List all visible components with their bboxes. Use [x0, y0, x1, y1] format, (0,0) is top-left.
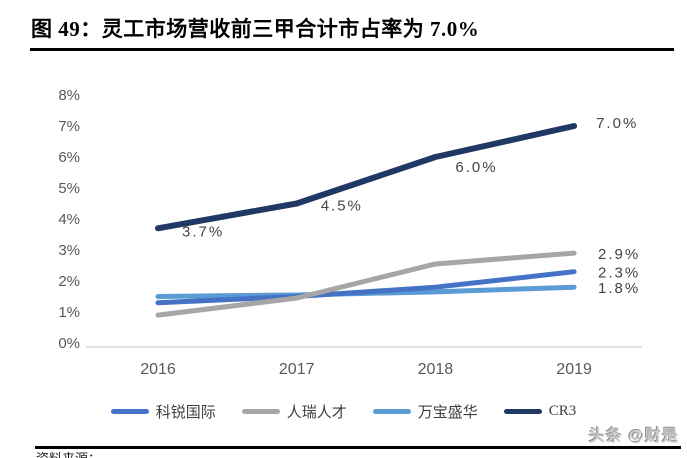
data-label-cr3-2016: 3.7%: [182, 223, 224, 240]
legend-label-wanbao: 万宝盛华: [417, 405, 478, 421]
legend-label-renrui: 人瑞人才: [286, 405, 347, 421]
chart-line-cr3: [155, 123, 578, 232]
legend-label-cr3: CR3: [548, 403, 577, 419]
legend-label-kerui: 科锐国际: [155, 405, 216, 421]
legend-swatch-cr3: [503, 409, 542, 414]
y-axis-tick-4%: 4%: [58, 211, 80, 228]
chart-line-renrui: [155, 250, 577, 318]
y-axis-tick-8%: 8%: [58, 87, 80, 104]
y-axis-tick-7%: 7%: [58, 118, 80, 135]
watermark-toutiao-caishi: 头条 @财是: [588, 428, 679, 445]
data-label-cr3-2019: 7.0%: [596, 115, 638, 132]
x-axis-label-2019: 2019: [556, 361, 592, 378]
y-axis-tick-5%: 5%: [58, 180, 80, 197]
chart-legend: 科锐国际 人瑞人才 万宝盛华 CR3: [0, 401, 687, 422]
market-share-line-chart: 0% 1% 2% 3% 4% 5% 6% 7% 8% 2016 2017 2018 2019 3.7% 4.…: [58, 87, 642, 378]
y-axis-tick-6%: 6%: [58, 149, 80, 166]
data-label-wanbao-2019: 1.8%: [598, 280, 640, 297]
legend-item-kerui: 科锐国际: [110, 401, 216, 422]
data-label-cr3-2017: 4.5%: [321, 198, 363, 215]
legend-swatch-kerui: [110, 409, 149, 414]
bottom-divider: [35, 446, 681, 449]
y-axis-tick-1%: 1%: [58, 304, 80, 321]
data-label-kerui-2019: 2.3%: [598, 265, 640, 282]
y-axis-tick-2%: 2%: [58, 273, 80, 290]
legend-swatch-wanbao: [372, 409, 411, 414]
title-underline: [30, 48, 674, 51]
x-axis-label-2018: 2018: [418, 361, 454, 378]
chart-line-kerui: [155, 269, 577, 306]
legend-item-cr3: CR3: [503, 403, 577, 420]
legend-item-renrui: 人瑞人才: [241, 401, 347, 422]
x-axis-label-2017: 2017: [279, 361, 315, 378]
data-label-renrui-2019: 2.9%: [598, 246, 640, 263]
source-footnote-clipped: 资料来源：: [36, 451, 656, 458]
x-axis-label-2016: 2016: [140, 361, 176, 378]
legend-swatch-renrui: [241, 409, 280, 414]
data-label-cr3-2018: 6.0%: [455, 159, 497, 176]
figure-title: 图 49：灵工市场营收前三甲合计市占率为 7.0%: [31, 17, 480, 41]
y-axis-tick-3%: 3%: [58, 242, 80, 259]
legend-item-wanbao: 万宝盛华: [372, 401, 478, 422]
y-axis-tick-0%: 0%: [58, 335, 80, 352]
